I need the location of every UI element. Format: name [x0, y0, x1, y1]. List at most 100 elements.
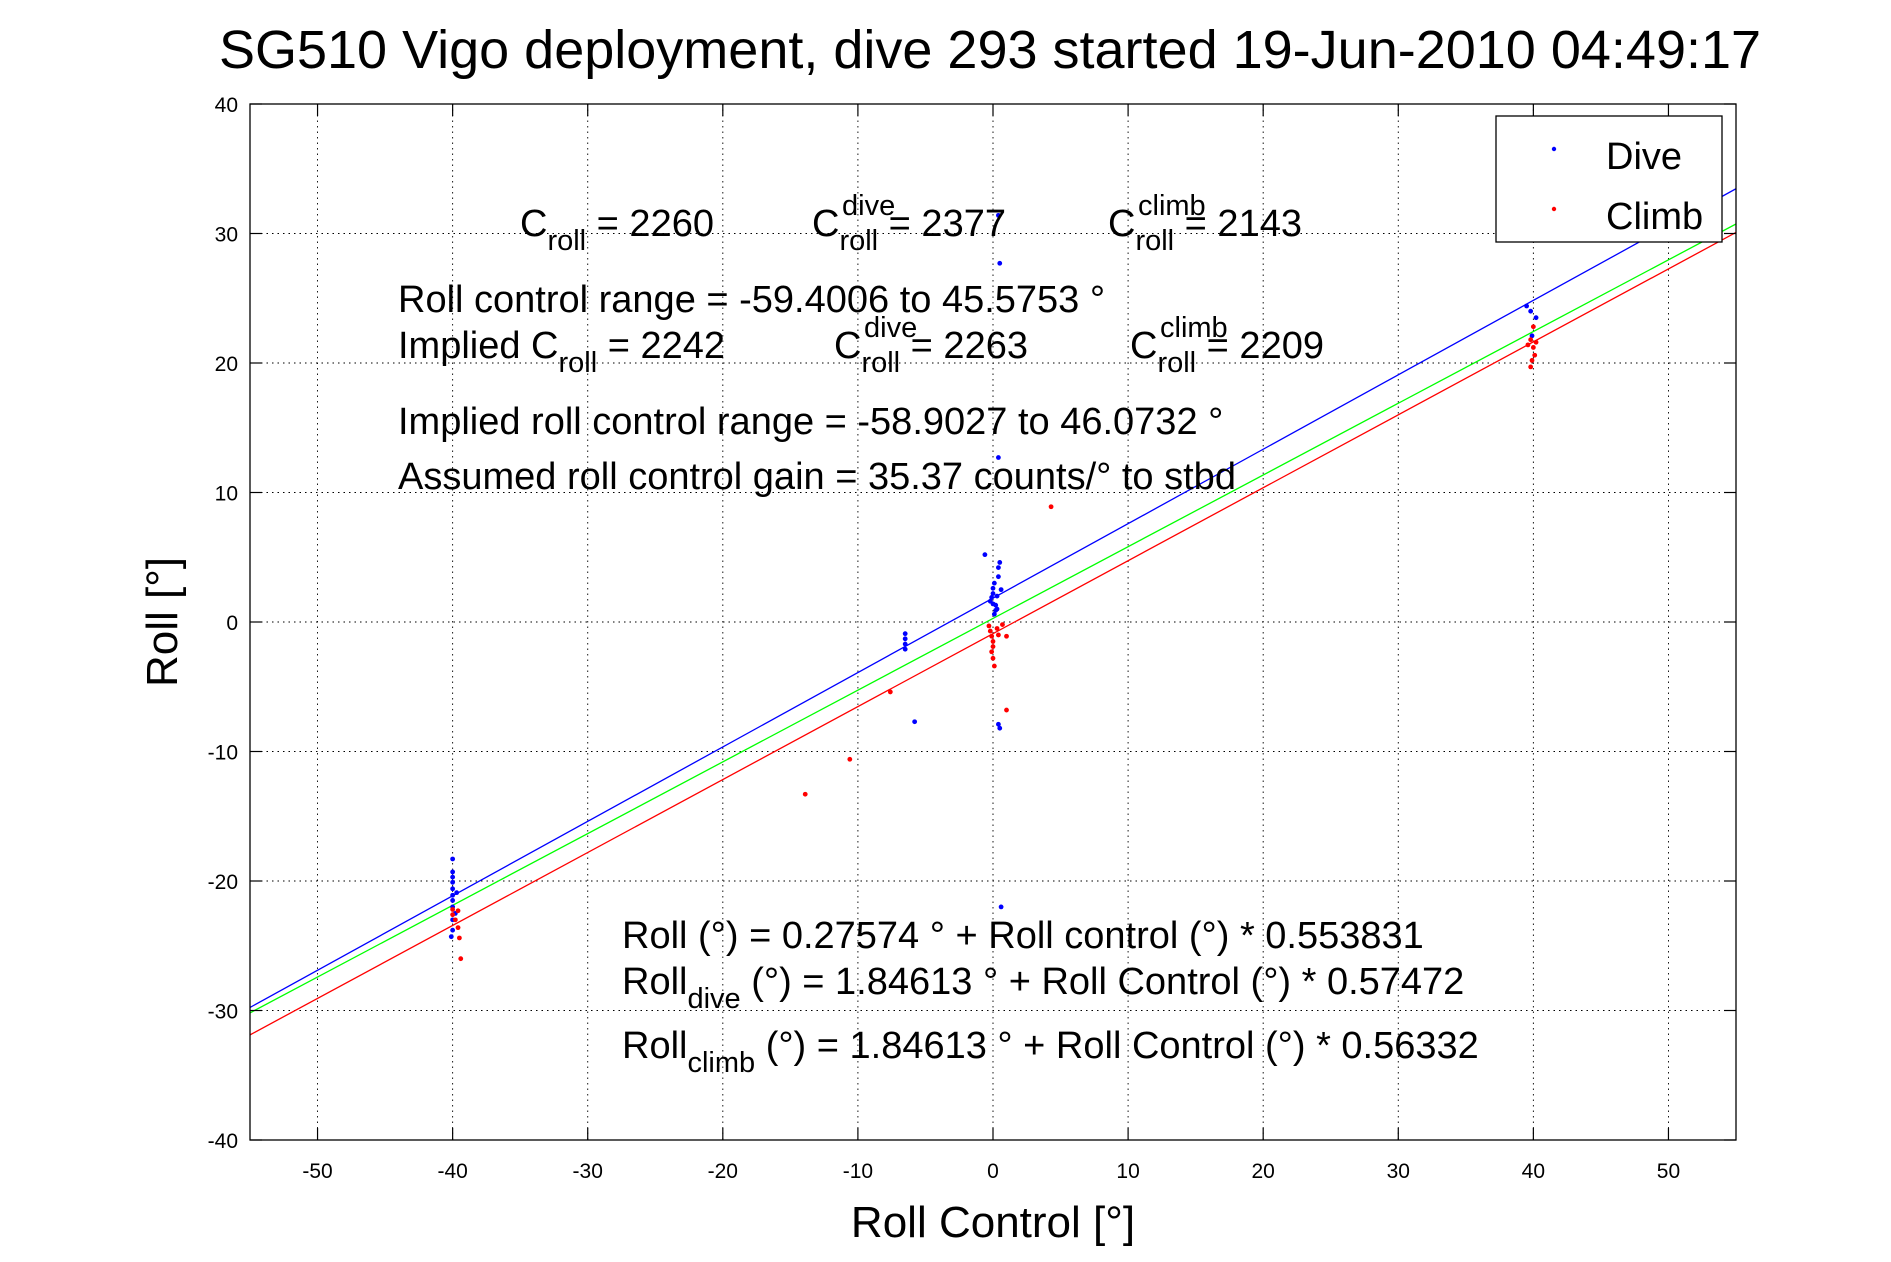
climb-data-point — [847, 756, 853, 762]
climb-data-point — [990, 655, 996, 661]
dive-data-point — [990, 591, 996, 596]
climb-data-point — [458, 956, 464, 962]
y-tick-label: -20 — [208, 871, 238, 894]
dive-data-point — [1529, 333, 1535, 339]
dive-data-point — [450, 892, 456, 898]
y-tick-label: 0 — [226, 612, 238, 635]
dive-data-point — [991, 580, 997, 586]
climb-data-point — [450, 907, 456, 912]
climb-data-point — [1533, 339, 1539, 345]
dive-data-point — [989, 594, 995, 600]
dive-data-point — [997, 560, 1003, 565]
c-roll-text: Croll = 2260 — [520, 203, 714, 257]
c-roll-dive-text: Croll = 2377 — [812, 203, 1006, 257]
dive-data-point — [998, 587, 1004, 593]
x-tick-label: -10 — [843, 1160, 873, 1183]
dive-data-point — [996, 721, 1001, 727]
x-tick-label: -50 — [302, 1160, 332, 1183]
climb-data-point — [1530, 345, 1536, 350]
dive-data-point — [450, 886, 456, 892]
y-tick-label: -10 — [208, 742, 238, 765]
legend-dive-marker — [1551, 146, 1557, 152]
implied-c-roll-climb-text: Croll = 2209 — [1130, 325, 1324, 379]
dive-data-point — [993, 607, 999, 613]
dive-data-point — [991, 611, 997, 617]
climb-data-point — [450, 912, 456, 918]
fit-dive-text: Rolldive (°) = 1.84613 ° + Roll Control … — [622, 961, 1464, 1015]
dive-data-point — [450, 869, 456, 875]
axis-ticks: -50 -40 -30 -20 -10 0 10 20 30 40 50 -40 -30 -20 -10 0 1… — [208, 94, 1736, 1183]
data-points — [448, 212, 1539, 962]
dive-data-point — [996, 574, 1001, 580]
chart-title: SG510 Vigo deployment, dive 293 started … — [219, 20, 1761, 80]
dive-data-point — [450, 898, 456, 903]
climb-data-point — [455, 925, 461, 931]
x-tick-label: 10 — [1116, 1160, 1139, 1183]
dive-data-point — [454, 890, 460, 896]
climb-data-point — [1048, 504, 1054, 510]
x-tick-label: 30 — [1387, 1160, 1410, 1183]
legend-dive-label: Dive — [1606, 136, 1682, 178]
dive-data-point — [1533, 315, 1539, 321]
y-tick-label: 40 — [215, 94, 238, 117]
climb-data-point — [990, 644, 996, 650]
y-axis-label: Roll [°] — [138, 557, 187, 687]
y-tick-label: 20 — [215, 353, 238, 376]
climb-data-point — [989, 633, 995, 639]
climb-data-point — [452, 917, 458, 923]
climb-data-point — [456, 935, 462, 941]
dive-data-point — [450, 879, 456, 885]
implied-c-roll-dive-text: Croll = 2263 — [834, 325, 1028, 379]
dive-data-point — [996, 455, 1001, 460]
climb-data-point — [1004, 633, 1009, 639]
dive-data-point — [902, 636, 908, 642]
implied-range-text: Implied roll control range = -58.9027 to… — [398, 401, 1223, 443]
climb-data-point — [1000, 622, 1005, 627]
y-tick-label: -30 — [208, 1001, 238, 1024]
dive-data-point — [998, 904, 1004, 910]
c-roll-climb-text: Croll = 2143 — [1108, 203, 1302, 257]
dive-data-point — [902, 631, 908, 637]
x-tick-label: -20 — [708, 1160, 738, 1183]
dive-data-point — [450, 856, 456, 862]
gain-text: Assumed roll control gain = 35.37 counts… — [398, 456, 1236, 498]
climb-data-point — [996, 632, 1001, 638]
dive-data-point — [994, 593, 1000, 599]
y-tick-label: -40 — [208, 1130, 238, 1153]
constants-annotation: Croll = 2260 Croll = 2377 dive Croll = 2… — [398, 190, 1324, 498]
fit-roll-text: Roll (°) = 0.27574 ° + Roll control (°) … — [622, 915, 1424, 957]
dive-data-point — [1524, 303, 1530, 309]
implied-c-roll-climb-sup: climb — [1160, 312, 1228, 344]
x-tick-label: -30 — [573, 1160, 603, 1183]
climb-data-point — [1004, 707, 1009, 713]
dive-data-point — [997, 260, 1003, 266]
climb-data-point — [1529, 358, 1535, 363]
x-tick-label: -40 — [437, 1160, 467, 1183]
dive-data-point — [450, 927, 456, 933]
roll-control-range-text: Roll control range = -59.4006 to 45.5753… — [398, 279, 1105, 321]
c-roll-dive-sup: dive — [842, 190, 895, 222]
climb-data-point — [986, 623, 992, 629]
climb-data-point — [987, 628, 993, 634]
fit-climb-text: Rollclimb (°) = 1.84613 ° + Roll Control… — [622, 1025, 1479, 1079]
fit-equations-annotation: Roll (°) = 0.27574 ° + Roll control (°) … — [622, 915, 1479, 1079]
dive-data-point — [990, 585, 996, 591]
climb-data-point — [1532, 352, 1538, 358]
climb-data-point — [887, 689, 893, 695]
climb-data-point — [1528, 364, 1534, 370]
legend-climb-marker — [1551, 206, 1557, 212]
implied-c-roll-dive-sup: dive — [864, 312, 917, 344]
dive-data-point — [997, 725, 1003, 731]
legend-climb-label: Climb — [1606, 196, 1703, 238]
climb-data-point — [989, 649, 995, 655]
dive-data-point — [902, 641, 908, 647]
c-roll-climb-sup: climb — [1138, 190, 1206, 222]
implied-c-roll-text: Implied Croll = 2242 — [398, 325, 725, 379]
y-tick-label: 10 — [215, 483, 238, 506]
legend-box — [1495, 115, 1723, 243]
dive-data-point — [450, 874, 456, 880]
fit-line — [250, 231, 1736, 1036]
dive-data-point — [982, 552, 988, 558]
dive-data-point — [1528, 308, 1534, 314]
